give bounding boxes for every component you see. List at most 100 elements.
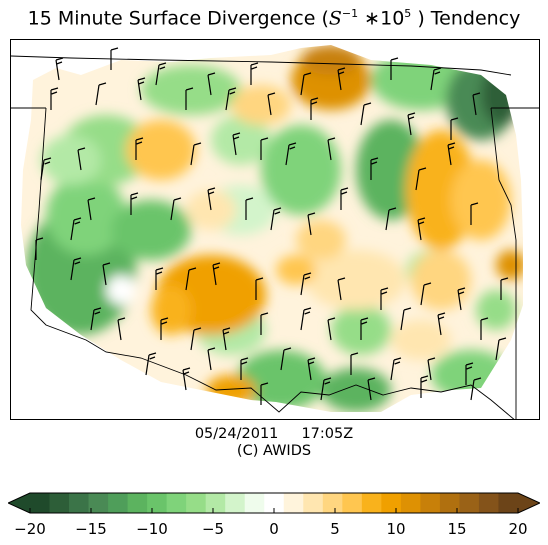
map-datetime: 05/24/2011 17:05Z [194, 426, 354, 442]
chart-title: 15 Minute Surface Divergence (S−1 ∗105 )… [0, 7, 548, 29]
wind-barb-icon [300, 307, 312, 331]
wind-barb-icon [427, 357, 436, 381]
wind-barb-icon [145, 352, 157, 376]
colorbar-segment [30, 493, 51, 513]
colorbar-tick-label: 15 [447, 520, 467, 538]
colorbar-segment [361, 493, 382, 513]
wind-barb-icon [407, 112, 416, 136]
colorbar-segment [205, 493, 226, 513]
colorbar-segment [186, 493, 207, 513]
colorbar-segment [420, 493, 441, 513]
wind-barb-icon [155, 62, 167, 86]
colorbar-segment [88, 493, 109, 513]
colorbar-segment [439, 493, 460, 513]
wind-barb-layer [35, 47, 509, 405]
wind-barb-icon [207, 347, 216, 371]
colorbar-segment [459, 493, 480, 513]
wind-barb-icon [35, 237, 44, 260]
divergence-map [11, 45, 539, 419]
colorbar-segment [478, 493, 499, 513]
wind-barb-icon [470, 377, 482, 401]
wind-barb-icon [250, 62, 259, 85]
title-suffix: ) Tendency [411, 7, 521, 30]
colorbar-min-arrow [8, 493, 30, 513]
wind-barb-icon [390, 357, 402, 381]
wind-barb-icon [437, 312, 446, 336]
wind-barb-icon [307, 357, 316, 381]
title-math-mult: ∗10 [358, 7, 405, 30]
colorbar-max-arrow [518, 493, 540, 513]
wind-barb-icon [420, 282, 432, 306]
colorbar-tick-label: −5 [201, 520, 225, 538]
colorbar-segment [108, 493, 129, 513]
wind-barb-icon [55, 57, 64, 81]
colorbar-segment [166, 493, 187, 513]
wind-barb-icon [327, 137, 336, 161]
colorbar-segment [264, 493, 285, 513]
wind-barb-icon [225, 87, 237, 111]
map-panel[interactable] [10, 39, 540, 420]
colorbar-segment [225, 493, 246, 513]
wind-barb-icon [470, 202, 479, 225]
colorbar-segment [49, 493, 70, 513]
state-border-icon [11, 55, 539, 419]
wind-barb-icon [472, 92, 481, 116]
wind-barb-icon [480, 317, 489, 340]
wind-barb-icon [170, 197, 182, 221]
wind-barb-icon [280, 347, 292, 371]
wind-barb-icon [300, 272, 312, 296]
wind-barb-icon [307, 212, 316, 236]
wind-barb-icon [255, 277, 264, 300]
colorbar-tick-label: −20 [14, 520, 46, 538]
wind-barb-icon [185, 267, 197, 291]
wind-barb-icon [285, 142, 297, 166]
colorbar-tick-label: −10 [136, 520, 168, 538]
wind-barb-icon [380, 287, 389, 310]
wind-barb-icon [370, 157, 379, 180]
wind-barb-icon [40, 157, 52, 181]
wind-barb-icon [260, 312, 269, 335]
colorbar-segment [244, 493, 265, 513]
wind-barb-icon [267, 92, 276, 116]
wind-barb-icon [232, 132, 241, 156]
wind-barb-icon [385, 207, 397, 231]
wind-barb-icon [95, 82, 107, 106]
wind-barb-icon [430, 67, 442, 91]
wind-barb-icon [190, 142, 202, 166]
wind-barb-icon [367, 377, 376, 401]
wind-barb-icon [182, 367, 191, 391]
wind-barb-icon [117, 317, 126, 341]
wind-barb-icon [207, 187, 216, 211]
wind-barb-icon [350, 352, 359, 375]
wind-barb-icon [77, 147, 86, 171]
wind-barb-icon [222, 327, 231, 351]
wind-barb-icon [340, 187, 349, 210]
wind-barb-icon [400, 307, 412, 331]
wind-barb-icon [190, 327, 202, 351]
wind-barb-icon [390, 57, 399, 80]
wind-barb-icon [300, 72, 312, 96]
title-prefix: 15 Minute Surface Divergence ( [27, 7, 329, 30]
wind-barb-icon [417, 217, 426, 241]
wind-barb-icon [87, 197, 96, 221]
wind-barb-icon [240, 357, 249, 380]
divergence-field [21, 45, 523, 412]
wind-barb-icon [337, 67, 346, 91]
wind-barb-icon [450, 117, 459, 140]
wind-barb-icon [360, 317, 369, 340]
title-math-exp2: 5 [404, 7, 412, 20]
colorbar-tick-label: 0 [269, 520, 279, 538]
wind-barb-icon [137, 77, 146, 101]
wind-barb-icon [90, 307, 102, 331]
wind-barb-icon [160, 317, 169, 340]
wind-barb-icon [500, 277, 509, 300]
title-math-base: S [328, 7, 342, 30]
wind-barb-icon [207, 72, 216, 96]
wind-barb-icon [465, 362, 474, 385]
colorbar-segment [69, 493, 90, 513]
wind-barb-icon [420, 375, 429, 398]
map-credit: (C) AWIDS [236, 443, 312, 459]
wind-barb-icon [135, 137, 144, 160]
wind-barb-icon [327, 317, 336, 341]
wind-barb-icon [155, 267, 164, 290]
